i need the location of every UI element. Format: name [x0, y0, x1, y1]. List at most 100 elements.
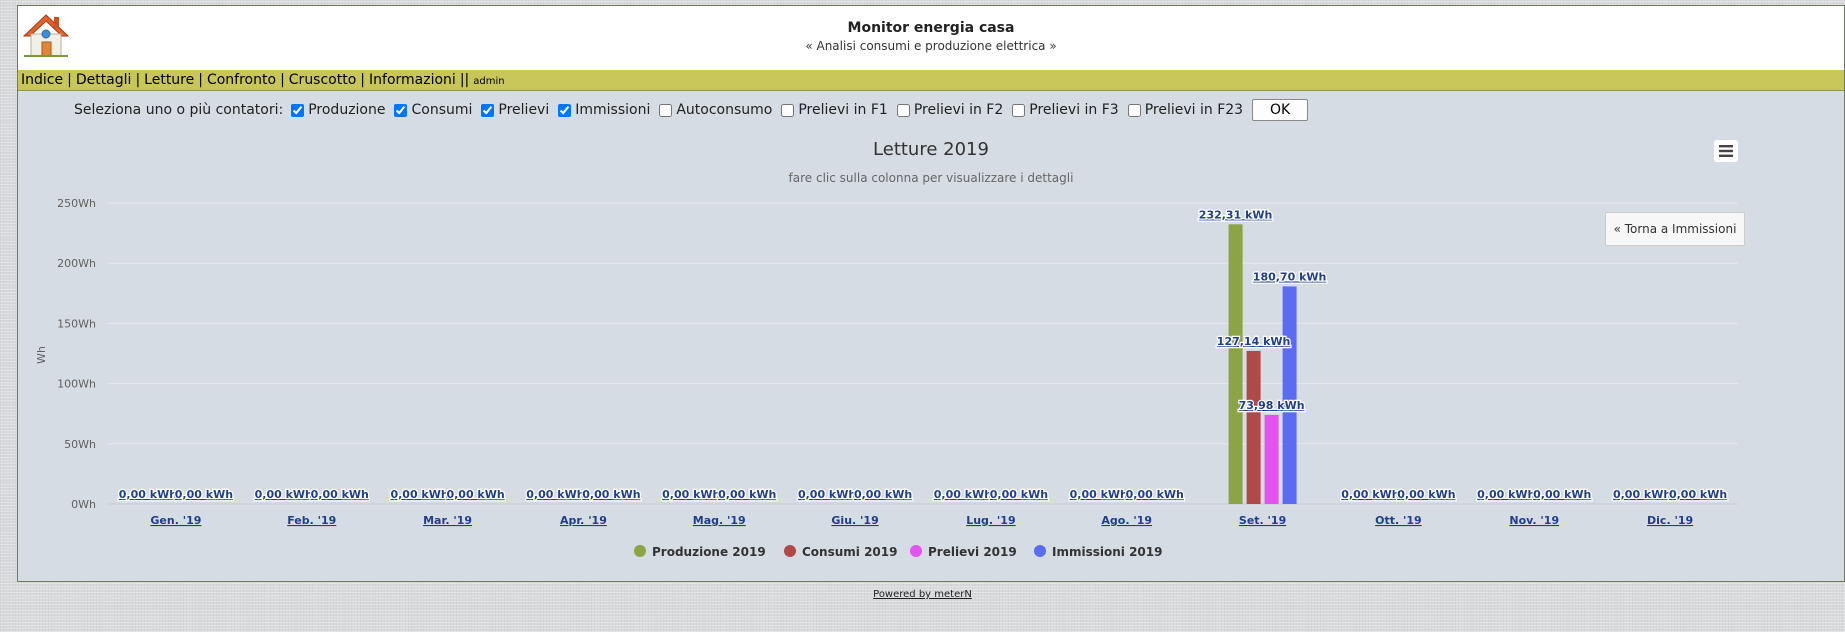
checkbox-prelievi-f2-input[interactable]	[896, 103, 910, 117]
bar[interactable]	[1246, 350, 1261, 504]
checkbox-autoconsumo-input[interactable]	[659, 103, 673, 117]
checkbox-prelievi-f3-input[interactable]	[1012, 103, 1026, 117]
data-label[interactable]: 0,00 kWh	[853, 487, 914, 503]
data-label[interactable]: 0,00 kWh	[445, 487, 506, 503]
app-subtitle: « Analisi consumi e produzione elettrica…	[805, 39, 1057, 53]
y-tick-label: 0Wh	[71, 498, 96, 511]
checkbox-label: Prelievi in F23	[1144, 102, 1244, 118]
x-tick-label[interactable]: Feb. '19	[287, 514, 336, 527]
x-tick-label[interactable]: Nov. '19	[1509, 514, 1559, 527]
data-label[interactable]: 0,00 kWh	[1476, 487, 1537, 503]
header: Monitor energia casa « Analisi consumi e…	[18, 6, 1844, 71]
legend-item[interactable]: Consumi 2019	[802, 545, 897, 559]
data-label[interactable]: 0,00 kWh	[717, 487, 778, 503]
data-label[interactable]: 0,00 kWh	[797, 487, 858, 503]
nav-link-dettagli[interactable]: Dettagli	[75, 72, 132, 88]
y-axis-label: Wh	[35, 346, 48, 364]
nav-separator: |	[135, 72, 141, 88]
data-label[interactable]: 0,00 kWh	[525, 487, 586, 503]
data-label[interactable]: 180,70 kWh	[1252, 269, 1328, 285]
legend-marker	[784, 545, 796, 557]
hamburger-menu-icon	[1719, 145, 1733, 157]
checkbox-label: Prelievi	[498, 102, 550, 118]
checkbox-prelievi-f3[interactable]: Prelievi in F3	[1012, 102, 1119, 118]
x-tick-label[interactable]: Lug. '19	[966, 514, 1015, 527]
chart-subtitle: fare clic sulla colonna per visualizzare…	[788, 171, 1074, 185]
checkbox-immissioni-input[interactable]	[558, 103, 572, 117]
nav-separator: |	[360, 72, 366, 88]
checkbox-autoconsumo[interactable]: Autoconsumo	[659, 102, 772, 118]
checkbox-prelievi-f23[interactable]: Prelievi in F23	[1127, 102, 1244, 118]
nav-link-letture[interactable]: Letture	[144, 72, 195, 88]
checkbox-produzione-input[interactable]	[291, 103, 305, 117]
y-tick-label: 250Wh	[57, 197, 96, 210]
data-label[interactable]: 0,00 kWh	[1668, 487, 1729, 503]
meter-selector: Seleziona uno o più contatori: Produzion…	[74, 98, 1309, 122]
nav-link-cruscotto[interactable]: Cruscotto	[288, 72, 357, 88]
checkbox-prelievi-f1-input[interactable]	[781, 103, 795, 117]
x-tick-label[interactable]: Apr. '19	[560, 514, 607, 527]
user-link[interactable]: admin	[473, 76, 505, 87]
checkbox-prelievi-f2[interactable]: Prelievi in F2	[896, 102, 1003, 118]
bar[interactable]	[1264, 414, 1279, 504]
data-label[interactable]: 232,31 kWh	[1198, 207, 1274, 223]
data-label[interactable]: 0,00 kWh	[1340, 487, 1401, 503]
checkbox-label: Autoconsumo	[676, 102, 773, 118]
checkbox-prelievi-f1[interactable]: Prelievi in F1	[781, 102, 888, 118]
bar-chart: 0Wh 50Wh 100Wh 150Wh 200Wh 250Wh Wh Gen. '19 0,0…	[35, 197, 1738, 559]
checkbox-label: Prelievi in F3	[1029, 102, 1119, 118]
x-tick-label[interactable]: Ott. '19	[1375, 514, 1422, 527]
data-label[interactable]: 0,00 kWh	[661, 487, 722, 503]
bar[interactable]	[1282, 286, 1297, 504]
nav-link-confronto[interactable]: Confronto	[206, 72, 277, 88]
data-label[interactable]: 127,14 kWh	[1216, 334, 1292, 350]
legend-item[interactable]: Prelievi 2019	[928, 545, 1017, 559]
checkbox-produzione[interactable]: Produzione	[291, 102, 385, 118]
data-label[interactable]: 0,00 kWh	[1532, 487, 1593, 503]
checkbox-label: Prelievi in F1	[798, 102, 888, 118]
nav-link-indice[interactable]: Indice	[21, 72, 64, 88]
data-label[interactable]: 0,00 kWh	[253, 487, 314, 503]
data-label[interactable]: 0,00 kWh	[581, 487, 642, 503]
data-label[interactable]: 0,00 kWh	[1124, 487, 1185, 503]
data-label[interactable]: 0,00 kWh	[309, 487, 370, 503]
data-label[interactable]: 0,00 kWh	[933, 487, 994, 503]
chart-title: Letture 2019	[873, 139, 989, 160]
data-label[interactable]: 0,00 kWh	[174, 487, 235, 503]
main-panel: Monitor energia casa « Analisi consumi e…	[17, 5, 1845, 582]
x-tick-label[interactable]: Set. '19	[1239, 514, 1286, 527]
checkbox-consumi-input[interactable]	[394, 103, 408, 117]
nav-link-informazioni[interactable]: Informazioni	[369, 72, 456, 88]
x-tick-label[interactable]: Giu. '19	[831, 514, 878, 527]
bar[interactable]	[1228, 224, 1243, 504]
powered-by-link[interactable]: Powered by meterN	[873, 589, 972, 600]
chart-menu-button[interactable]	[1714, 140, 1738, 162]
meter-select-label: Seleziona uno o più contatori:	[74, 102, 284, 118]
data-label[interactable]: 0,00 kWh	[118, 487, 179, 503]
house-icon[interactable]	[22, 12, 70, 60]
y-tick-label: 50Wh	[64, 438, 96, 451]
data-label[interactable]: 0,00 kWh	[1612, 487, 1673, 503]
data-label[interactable]: 0,00 kWh	[1396, 487, 1457, 503]
checkbox-prelievi-input[interactable]	[481, 103, 495, 117]
checkbox-consumi[interactable]: Consumi	[394, 102, 472, 118]
x-tick-label[interactable]: Mar. '19	[423, 514, 472, 527]
y-tick-label: 150Wh	[57, 317, 96, 330]
data-label[interactable]: 73,98 kWh	[1237, 398, 1305, 414]
checkbox-label: Consumi	[411, 102, 473, 118]
x-tick-label[interactable]: Ago. '19	[1101, 514, 1152, 527]
data-label[interactable]: 0,00 kWh	[1068, 487, 1129, 503]
data-label[interactable]: 0,00 kWh	[989, 487, 1050, 503]
back-to-immissioni-button[interactable]: « Torna a Immissioni	[1605, 212, 1745, 246]
ok-button[interactable]: OK	[1252, 99, 1309, 121]
legend-item[interactable]: Immissioni 2019	[1052, 545, 1162, 559]
legend-item[interactable]: Produzione 2019	[652, 545, 766, 559]
checkbox-prelievi[interactable]: Prelievi	[481, 102, 549, 118]
checkbox-prelievi-f23-input[interactable]	[1127, 103, 1141, 117]
data-label[interactable]: 0,00 kWh	[389, 487, 450, 503]
checkbox-immissioni[interactable]: Immissioni	[558, 102, 650, 118]
x-tick-label[interactable]: Gen. '19	[150, 514, 201, 527]
x-tick-label[interactable]: Dic. '19	[1647, 514, 1693, 527]
x-tick-label[interactable]: Mag. '19	[693, 514, 746, 527]
nav-double-separator: ||	[459, 72, 470, 88]
